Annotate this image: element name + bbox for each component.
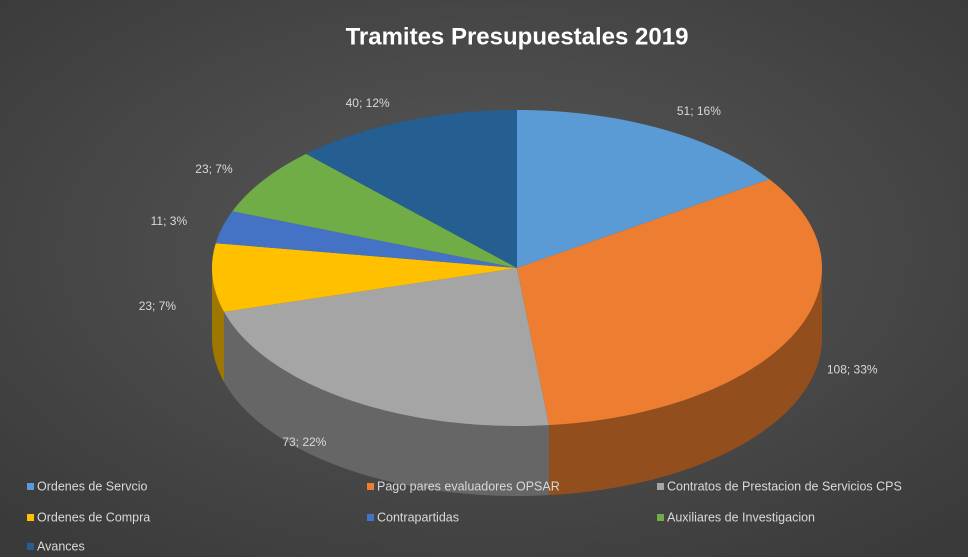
legend-label: Avances: [37, 539, 85, 553]
legend-label: Auxiliares de Investigacion: [667, 510, 815, 524]
slice: [306, 110, 517, 268]
legend-swatch: [27, 483, 34, 490]
slice: [215, 211, 517, 268]
data-label: 40; 12%: [346, 96, 390, 110]
legend-label: Pago pares evaluadores OPSAR: [377, 479, 560, 493]
legend-swatch: [367, 483, 374, 490]
legend-label: Contratos de Prestacion de Servicios CPS: [667, 479, 902, 493]
slice-side: [548, 268, 822, 496]
legend-swatch: [27, 543, 34, 550]
slice: [232, 153, 517, 268]
legend-swatch: [657, 483, 664, 490]
legend-label: Ordenes de Servcio: [37, 479, 148, 493]
slice: [212, 243, 517, 312]
data-label: 51; 16%: [677, 104, 721, 118]
chart-title: Tramites Presupuestales 2019: [346, 23, 689, 50]
data-label: 108; 33%: [827, 363, 878, 377]
slice: [224, 268, 549, 426]
slice-side: [224, 311, 549, 496]
legend-label: Contrapartidas: [377, 510, 459, 524]
data-label: 73; 22%: [282, 435, 326, 449]
data-label: 23; 7%: [195, 162, 233, 176]
slice: [517, 110, 770, 268]
data-label: 11; 3%: [151, 214, 188, 228]
legend-swatch: [27, 514, 34, 521]
slice-side: [212, 268, 225, 382]
data-label: 23; 7%: [139, 299, 177, 313]
legend-label: Ordenes de Compra: [37, 510, 150, 524]
slice: [517, 179, 822, 426]
legend-swatch: [657, 514, 664, 521]
legend-swatch: [367, 514, 374, 521]
